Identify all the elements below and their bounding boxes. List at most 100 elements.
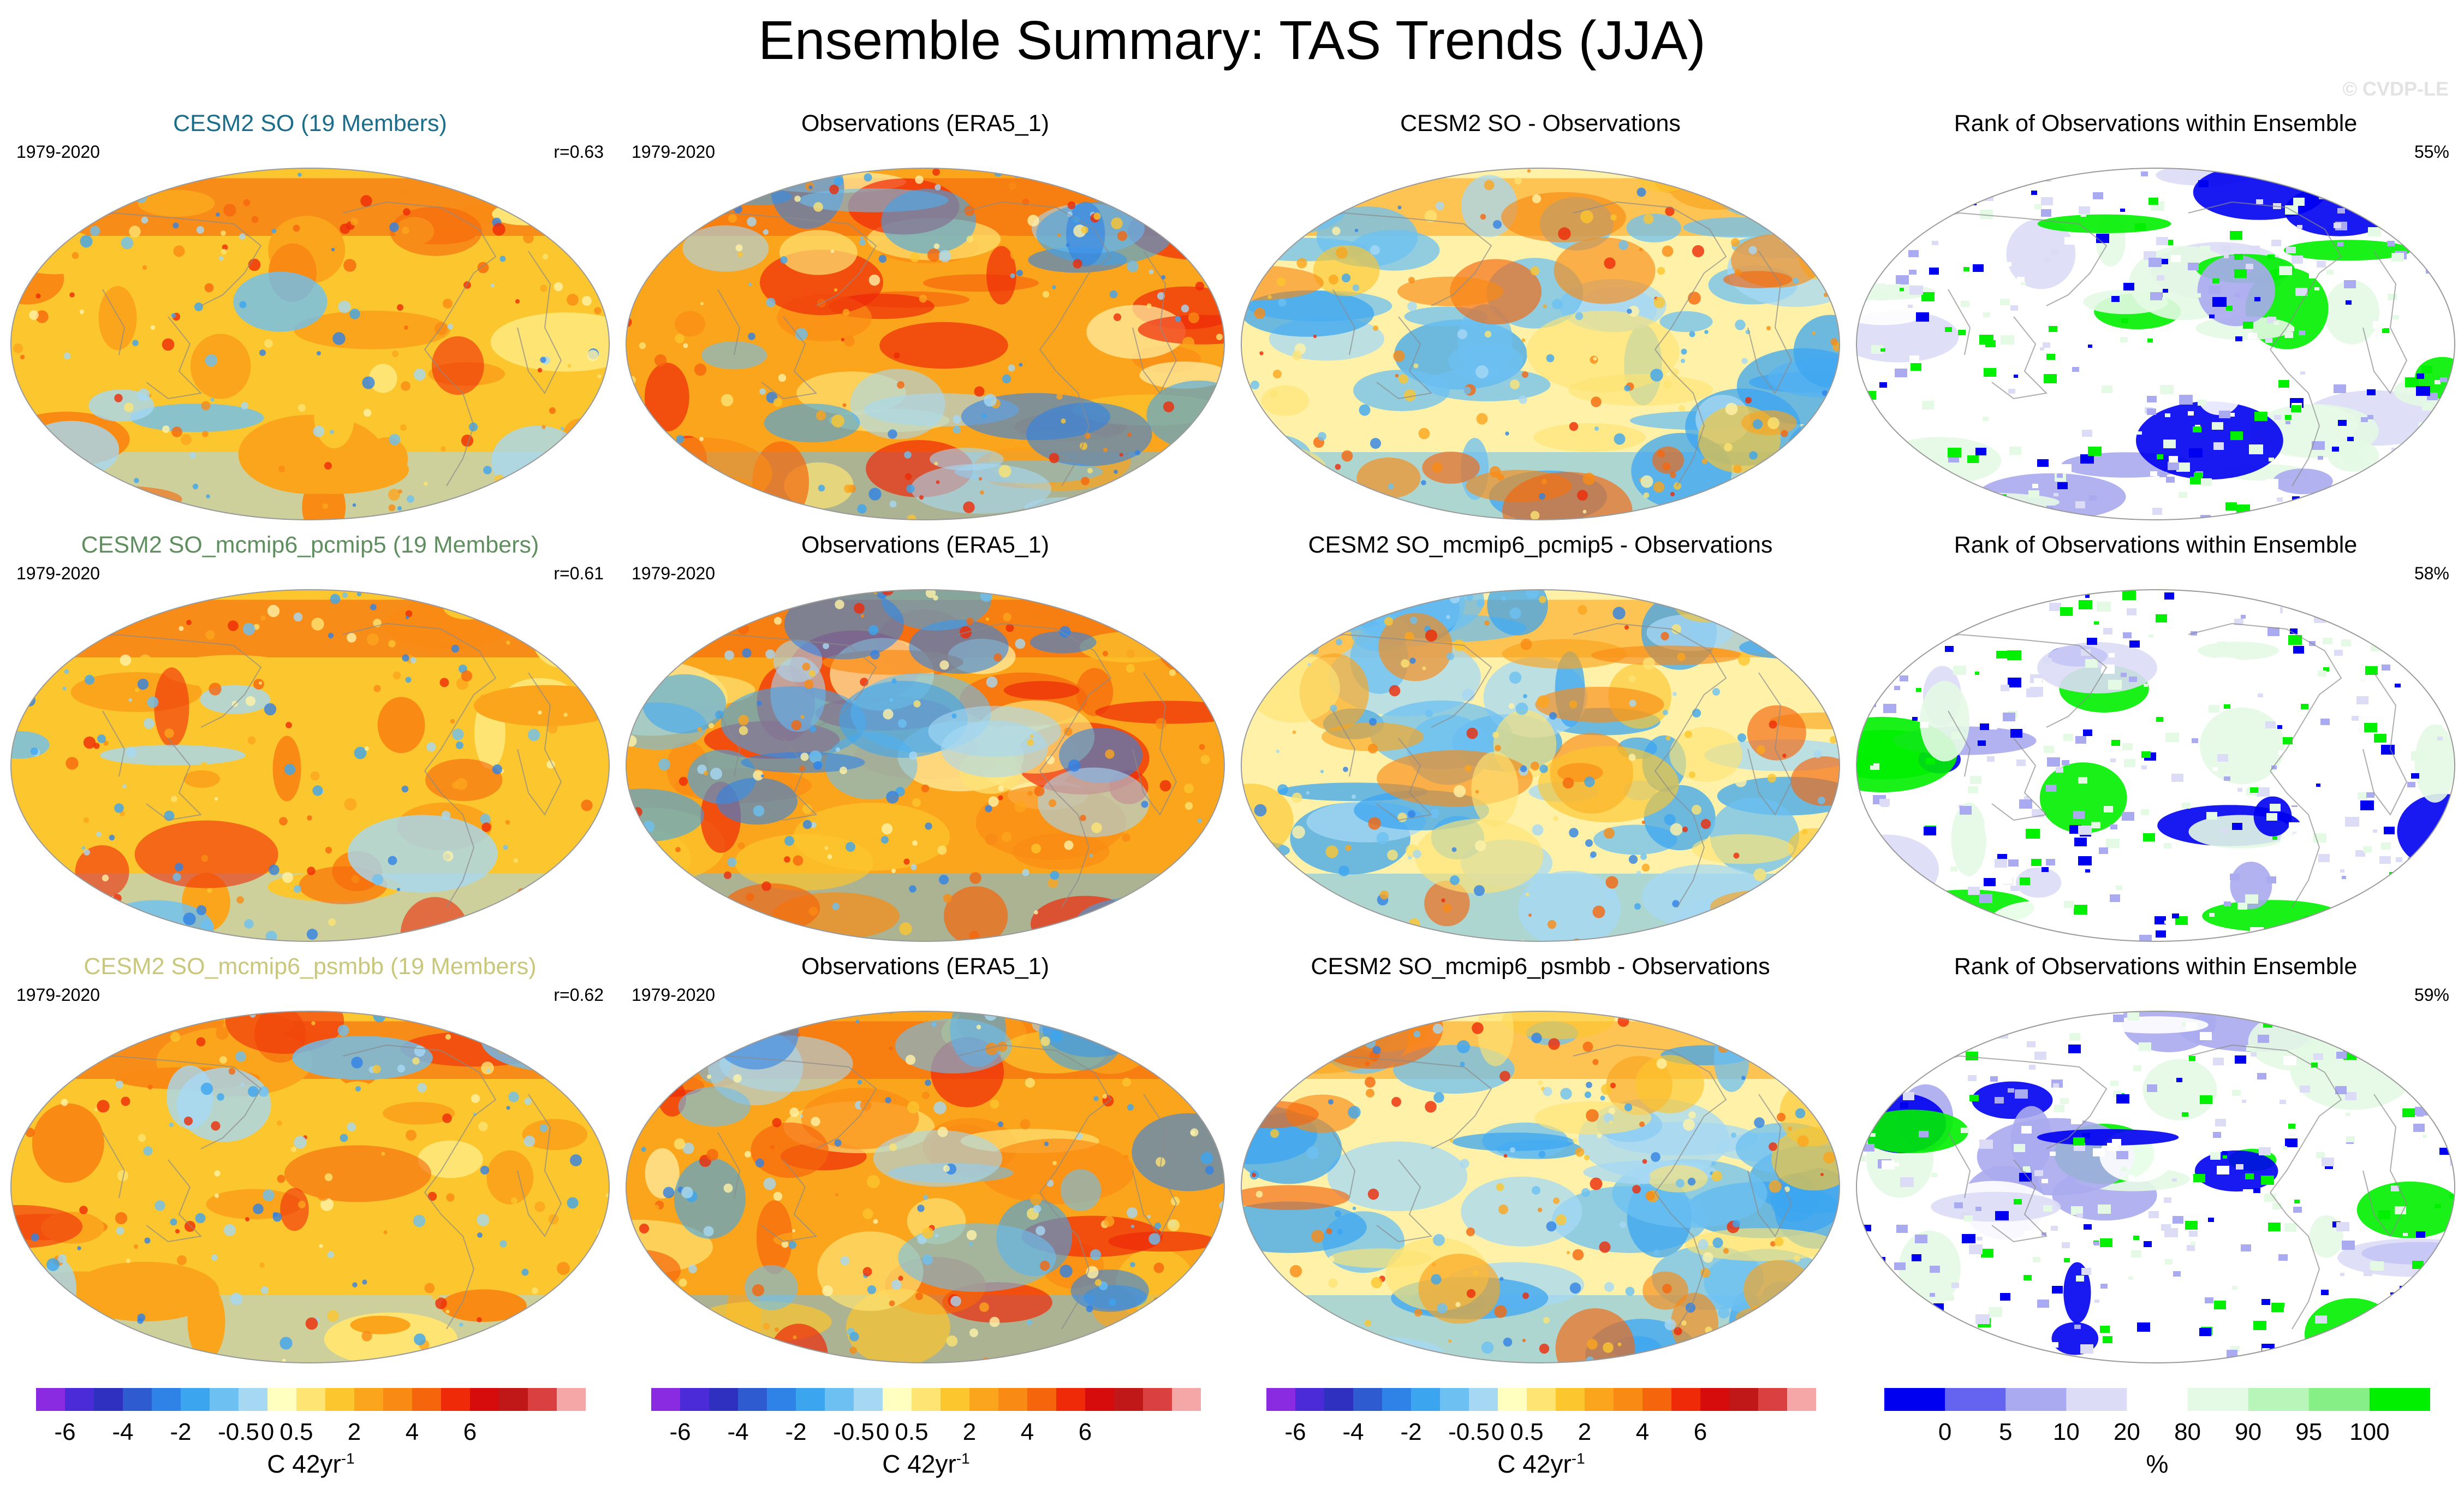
panel-title: CESM2 SO (19 Members): [173, 110, 447, 137]
map-obs: [626, 1011, 1225, 1363]
field-patch: [634, 1293, 700, 1353]
field-patch: [2348, 674, 2420, 736]
field-patch: [1669, 727, 1742, 782]
field-patch: [75, 845, 129, 899]
field-patch: [2230, 862, 2272, 909]
field-patch: [1723, 271, 1793, 288]
field-patch: [1692, 834, 1794, 864]
field-patch: [898, 1223, 1056, 1292]
unit-exponent: -1: [341, 1450, 355, 1467]
field-patch: [1568, 374, 1713, 406]
field-patch: [1502, 472, 1633, 520]
map-area: [1850, 585, 2461, 946]
field-patch: [1502, 1011, 1615, 1039]
field-patch: [561, 418, 598, 462]
field-patch: [784, 590, 904, 660]
field-patch: [519, 773, 571, 806]
colorbar-unit-label: C 42yr-1: [882, 1449, 969, 1479]
field-patch: [645, 1148, 680, 1199]
field-patch: [723, 883, 820, 933]
colorbar-tick-label: 100: [2349, 1419, 2390, 1445]
colorbar-swatch: [2066, 1388, 2127, 1411]
field-patch: [626, 465, 656, 520]
field-patch: [764, 404, 860, 443]
colorbar-swatch: [1614, 1388, 1643, 1411]
map-diff: [1241, 168, 1840, 520]
panel-r2-c3: CESM2 SO_mcmip6_pcmip5 - Observations: [1235, 531, 1846, 946]
field-patch: [2117, 755, 2157, 822]
field-patch: [1557, 763, 1603, 782]
field-patch: [1356, 457, 1421, 499]
panel-stat: 59%: [2414, 985, 2449, 1005]
colorbar-swatch: [528, 1388, 557, 1411]
field-patch: [35, 191, 72, 210]
map-border: [10, 1011, 610, 1363]
colorbar-tick-label: -2: [1400, 1419, 1422, 1445]
colorbar-tick-label: 0.5: [895, 1419, 929, 1445]
field-patch: [1422, 452, 1480, 484]
field-patch: [2251, 404, 2379, 458]
map-area: [620, 164, 1231, 524]
field-patch: [801, 1088, 919, 1149]
colorbar-swatch: [1353, 1388, 1383, 1411]
panel-title: CESM2 SO_mcmip6_pcmip5 (19 Members): [81, 532, 539, 558]
field-patch: [928, 705, 1061, 757]
field-patch: [60, 1330, 142, 1363]
panel-title: Observations (ERA5_1): [801, 532, 1050, 558]
field-patch: [895, 1018, 1012, 1073]
colorbar-swatch: [1114, 1388, 1144, 1411]
colorbar-tick-label: 5: [1998, 1419, 2013, 1445]
colorbar-swatch: [825, 1388, 854, 1411]
colorbar-unit-label: C 42yr-1: [1497, 1449, 1585, 1479]
field-patch: [1771, 448, 1840, 499]
map-area: [1235, 585, 1846, 946]
panel-period: 1979-2020: [16, 563, 100, 583]
field-patch: [183, 770, 221, 788]
field-patch: [477, 365, 540, 439]
field-patch: [626, 487, 708, 517]
field-patch: [1951, 802, 1987, 876]
field-patch: [88, 389, 154, 422]
field-patch: [1241, 290, 1374, 337]
field-patch: [1414, 818, 1544, 894]
field-patch: [233, 271, 328, 332]
field-patch: [642, 674, 727, 734]
panel-stat: 58%: [2414, 563, 2449, 583]
colorbar-tick-label: -2: [785, 1419, 807, 1445]
map-area: [1235, 164, 1846, 524]
colorbar-trend-1: -6 -4 -2 -0.5 0 0.5 2 4 6 C 42yr-1: [36, 1386, 586, 1484]
colorbar-swatch: [2308, 1388, 2370, 1411]
field-patch: [176, 1067, 271, 1142]
field-patch: [1327, 1141, 1468, 1212]
field-patch: [284, 1145, 432, 1202]
panel-r2-c4: Rank of Observations within Ensemble 58%: [1850, 531, 2461, 946]
field-patch: [1261, 385, 1310, 416]
field-patch: [32, 1103, 104, 1183]
field-patch: [674, 1158, 746, 1239]
colorbar-tick-label: 80: [2174, 1419, 2201, 1445]
colorbar-swatch: [296, 1388, 326, 1411]
field-patch: [1378, 613, 1453, 681]
colorbar-swatch: [1382, 1388, 1412, 1411]
panel-r2-c1: CESM2 SO_mcmip6_pcmip5 (19 Members) 1979-…: [4, 531, 616, 946]
map-border: [626, 1011, 1225, 1363]
colorbar-swatch: [2248, 1388, 2310, 1411]
field-patch: [1029, 631, 1097, 654]
field-patch: [431, 336, 484, 395]
colorbar-swatch: [1085, 1388, 1115, 1411]
field-patch: [678, 1087, 751, 1126]
field-patch: [377, 697, 425, 754]
field-patch: [1070, 1269, 1149, 1312]
colorbar-swatch: [651, 1388, 681, 1411]
colorbar-tick-label: 0.5: [279, 1419, 313, 1445]
colorbar-swatch: [354, 1388, 384, 1411]
colorbar-tick-label: -6: [1284, 1419, 1306, 1445]
colorbar-tick-label: -2: [170, 1419, 192, 1445]
colorbar-swatch: [94, 1388, 123, 1411]
field-patch: [1109, 1013, 1183, 1041]
field-patch: [2142, 1059, 2217, 1121]
field-patch: [682, 225, 769, 272]
panel-title: CESM2 SO_mcmip6_pcmip5 - Observations: [1308, 532, 1773, 558]
field-patch: [1518, 870, 1621, 941]
map-model: [10, 168, 610, 520]
